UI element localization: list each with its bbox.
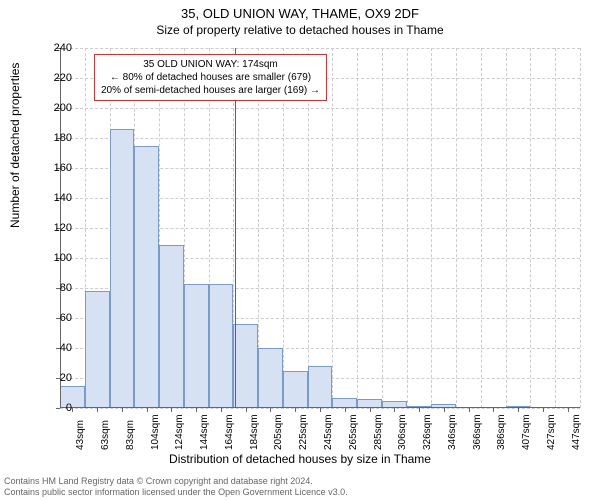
ytick-label: 220 — [32, 72, 72, 84]
histogram-bar — [233, 324, 258, 408]
xtick — [320, 408, 321, 412]
xtick-label: 407sqm — [521, 414, 532, 450]
ytick-label: 60 — [32, 312, 72, 324]
xtick-label: 63sqm — [100, 420, 111, 450]
xtick — [444, 408, 445, 412]
gridline-v — [555, 48, 556, 408]
xtick-label: 104sqm — [150, 414, 161, 450]
gridline-v — [357, 48, 358, 408]
xtick-label: 386sqm — [496, 414, 507, 450]
xtick-label: 144sqm — [199, 414, 210, 450]
gridline-h — [60, 108, 580, 109]
gridline-v — [530, 48, 531, 408]
xtick — [246, 408, 247, 412]
xtick-label: 83sqm — [125, 420, 136, 450]
gridline-v — [382, 48, 383, 408]
xtick — [419, 408, 420, 412]
ytick-label: 200 — [32, 102, 72, 114]
gridline-v — [407, 48, 408, 408]
xtick-label: 326sqm — [422, 414, 433, 450]
xtick-label: 184sqm — [249, 414, 260, 450]
annotation-box: 35 OLD UNION WAY: 174sqm← 80% of detache… — [94, 54, 327, 101]
histogram-bar — [159, 245, 184, 409]
x-axis — [60, 407, 580, 408]
gridline-v — [431, 48, 432, 408]
gridline-v — [456, 48, 457, 408]
annotation-line-1: 35 OLD UNION WAY: 174sqm — [101, 58, 320, 71]
gridline-v — [481, 48, 482, 408]
footer-line-1: Contains HM Land Registry data © Crown c… — [4, 476, 348, 487]
histogram-bar — [184, 284, 209, 409]
gridline-v — [332, 48, 333, 408]
histogram-bar — [283, 371, 308, 409]
xtick — [568, 408, 569, 412]
gridline-v — [580, 48, 581, 408]
ytick-label: 100 — [32, 252, 72, 264]
gridline-h — [60, 48, 580, 49]
y-axis-label: Number of detached properties — [8, 63, 22, 228]
xtick-label: 164sqm — [224, 414, 235, 450]
ytick-label: 120 — [32, 222, 72, 234]
xtick — [270, 408, 271, 412]
xtick-label: 124sqm — [174, 414, 185, 450]
histogram-bar — [85, 291, 110, 408]
xtick — [394, 408, 395, 412]
xtick-label: 285sqm — [373, 414, 384, 450]
chart-title-sub: Size of property relative to detached ho… — [0, 21, 600, 37]
histogram-bar — [258, 348, 283, 408]
x-axis-label: Distribution of detached houses by size … — [0, 452, 600, 466]
xtick — [493, 408, 494, 412]
ytick-label: 20 — [32, 372, 72, 384]
xtick-label: 306sqm — [397, 414, 408, 450]
histogram-bar — [134, 146, 159, 409]
annotation-line-2: ← 80% of detached houses are smaller (67… — [101, 71, 320, 84]
xtick-label: 205sqm — [273, 414, 284, 450]
ytick-label: 40 — [32, 342, 72, 354]
xtick — [345, 408, 346, 412]
xtick — [97, 408, 98, 412]
gridline-v — [283, 48, 284, 408]
xtick — [295, 408, 296, 412]
plot-area — [60, 48, 580, 408]
ytick-label: 160 — [32, 162, 72, 174]
xtick-label: 346sqm — [447, 414, 458, 450]
xtick — [518, 408, 519, 412]
chart-footer: Contains HM Land Registry data © Crown c… — [4, 476, 348, 498]
ytick-label: 80 — [32, 282, 72, 294]
gridline-v — [308, 48, 309, 408]
ytick-label: 140 — [32, 192, 72, 204]
gridline-h — [60, 138, 580, 139]
marker-line — [235, 48, 236, 408]
gridline-v — [506, 48, 507, 408]
xtick — [221, 408, 222, 412]
xtick-label: 43sqm — [75, 420, 86, 450]
histogram-bar — [209, 284, 234, 409]
xtick-label: 447sqm — [571, 414, 582, 450]
xtick-label: 427sqm — [546, 414, 557, 450]
ytick-label: 0 — [32, 402, 72, 414]
xtick — [370, 408, 371, 412]
histogram-bar — [308, 366, 333, 408]
xtick — [469, 408, 470, 412]
chart-title-main: 35, OLD UNION WAY, THAME, OX9 2DF — [0, 0, 600, 21]
histogram-bar — [110, 129, 135, 408]
ytick-label: 240 — [32, 42, 72, 54]
xtick — [147, 408, 148, 412]
footer-line-2: Contains public sector information licen… — [4, 487, 348, 498]
xtick — [171, 408, 172, 412]
xtick — [72, 408, 73, 412]
xtick — [543, 408, 544, 412]
xtick — [196, 408, 197, 412]
annotation-line-3: 20% of semi-detached houses are larger (… — [101, 84, 320, 97]
xtick-label: 366sqm — [472, 414, 483, 450]
ytick-label: 180 — [32, 132, 72, 144]
xtick-label: 225sqm — [298, 414, 309, 450]
xtick-label: 265sqm — [348, 414, 359, 450]
xtick — [122, 408, 123, 412]
xtick-label: 245sqm — [323, 414, 334, 450]
